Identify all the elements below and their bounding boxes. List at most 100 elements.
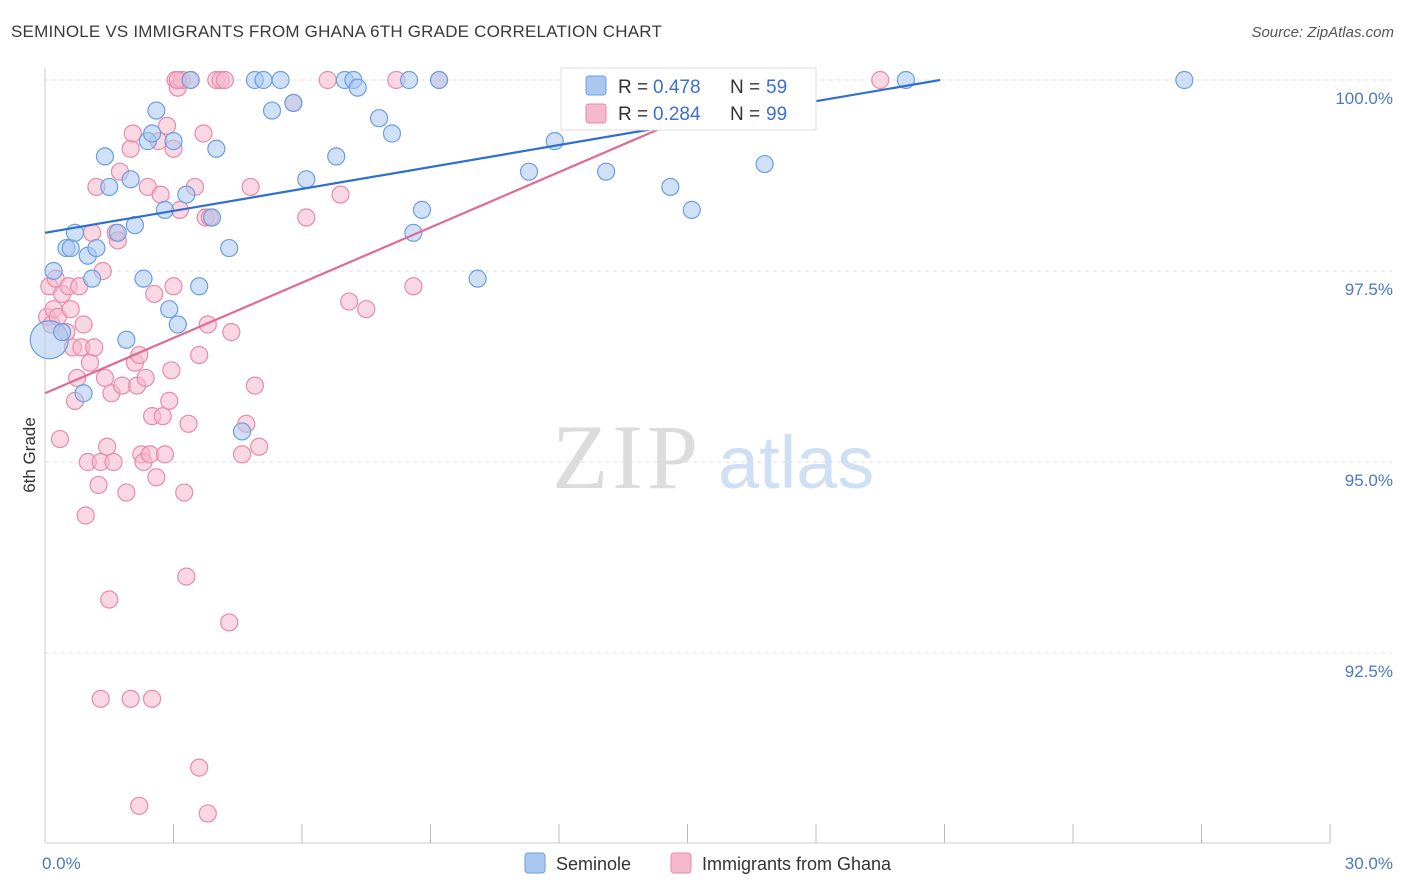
ghana-point <box>190 345 209 365</box>
ghana-point <box>164 277 183 296</box>
seminole-point <box>155 200 175 219</box>
bottom-legend-swatch-seminole <box>524 852 546 874</box>
ghana-point <box>241 177 260 197</box>
legend-r-label-0: R = <box>618 77 648 98</box>
seminole-point <box>297 170 316 189</box>
seminole-point <box>661 177 680 197</box>
ghana-point <box>222 323 241 342</box>
seminole-point <box>284 93 303 113</box>
ghana-point <box>136 368 155 388</box>
ghana-point <box>74 315 93 334</box>
legend-swatch-ghana <box>585 103 607 124</box>
ghana-point <box>318 70 337 90</box>
ghana-point <box>232 445 252 464</box>
seminole-point <box>147 101 166 120</box>
ghana-point <box>190 758 209 777</box>
ghana-point <box>123 124 142 143</box>
seminole-point <box>177 185 196 204</box>
legend-n-label-0: N = <box>730 77 760 98</box>
ghana-point <box>357 300 376 319</box>
bottom-legend-swatch-ghana <box>670 852 692 874</box>
ghana-point <box>153 407 172 426</box>
y-tick-label: 92.5% <box>1345 662 1393 681</box>
y-tick-label: 97.5% <box>1345 280 1393 299</box>
seminole-point <box>348 78 367 97</box>
seminole-point <box>382 124 402 143</box>
ghana-point <box>297 208 316 227</box>
ghana-point <box>61 300 80 319</box>
ghana-point <box>157 116 177 135</box>
seminole-point <box>44 261 63 281</box>
seminole-point <box>682 200 701 219</box>
seminole-point <box>164 132 183 151</box>
seminole-point <box>412 200 432 219</box>
y-tick-label: 100.0% <box>1335 89 1393 108</box>
seminole-point <box>142 124 162 143</box>
watermark-zip: ZIP <box>552 406 702 508</box>
watermark-atlas: atlas <box>718 421 874 504</box>
legend-n-value-0: 59 <box>766 77 787 98</box>
seminole-point <box>108 223 127 242</box>
legend-r-label-1: R = <box>618 104 648 125</box>
ghana-point <box>98 437 117 456</box>
seminole-point <box>327 147 346 166</box>
seminole-point <box>271 70 290 90</box>
legend-r-value-0: 0.478 <box>653 77 701 98</box>
seminole-point <box>95 147 115 166</box>
seminole-point <box>399 70 419 90</box>
legend-swatch-seminole <box>585 75 607 96</box>
seminole-point <box>468 269 487 288</box>
bottom-legend: Seminole Immigrants from Ghana <box>524 852 892 874</box>
ghana-point <box>121 139 140 158</box>
watermark: ZIP atlas <box>552 406 874 508</box>
bottom-legend-label-ghana: Immigrants from Ghana <box>702 854 892 874</box>
y-tick-label: 95.0% <box>1345 471 1393 490</box>
ghana-point <box>151 185 170 204</box>
ghana-point <box>130 796 149 815</box>
seminole-point <box>519 162 539 181</box>
ghana-point <box>104 452 123 472</box>
ghana-point <box>89 475 108 495</box>
seminole-point <box>168 315 187 334</box>
seminole-point <box>220 238 239 258</box>
seminole-point <box>121 170 140 189</box>
chart-title: SEMINOLE VS IMMIGRANTS FROM GHANA 6TH GR… <box>11 22 663 41</box>
bottom-legend-label-seminole: Seminole <box>556 854 631 874</box>
ghana-trend-line <box>44 78 774 395</box>
ghana-point <box>179 414 198 433</box>
x-tick-label: 0.0% <box>42 854 81 873</box>
ghana-point <box>245 376 264 395</box>
seminole-point <box>117 330 136 349</box>
axes: 100.0% 97.5% 95.0% 92.5% 0.0% 30.0% <box>42 68 1393 873</box>
ghana-point <box>147 468 166 487</box>
seminole-point <box>1175 70 1194 90</box>
ghana-point <box>91 689 110 708</box>
ghana-point <box>95 368 115 388</box>
ghana-point <box>160 391 179 410</box>
ghana-point <box>194 124 213 143</box>
ghana-point <box>250 437 269 456</box>
x-tick-label: 30.0% <box>1345 854 1393 873</box>
seminole-point <box>202 208 222 227</box>
seminole-point <box>254 70 273 90</box>
ghana-point <box>198 315 217 334</box>
ghana-point <box>50 429 70 449</box>
seminole-point <box>87 238 106 258</box>
ghana-point <box>142 689 162 708</box>
ghana-point <box>871 70 890 90</box>
ghana-point <box>117 483 136 502</box>
seminole-point <box>53 323 72 342</box>
ghana-point <box>331 185 350 204</box>
ghana-point <box>121 689 140 708</box>
ghana-point <box>145 284 164 304</box>
seminole-point <box>190 277 209 296</box>
seminole-point <box>262 101 282 120</box>
ghana-point <box>100 590 119 609</box>
ghana-point <box>177 567 196 586</box>
ghana-point <box>340 292 359 311</box>
ghana-point <box>80 353 100 372</box>
gridlines <box>45 79 1392 654</box>
seminole-point <box>370 109 389 128</box>
ghana-point <box>404 277 423 296</box>
